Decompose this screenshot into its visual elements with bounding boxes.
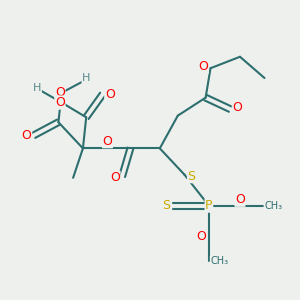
Text: O: O <box>105 88 115 101</box>
Text: S: S <box>162 199 170 212</box>
Text: S: S <box>188 170 196 183</box>
Text: P: P <box>205 199 213 212</box>
Text: O: O <box>110 171 120 184</box>
Text: O: O <box>22 129 32 142</box>
Text: O: O <box>55 96 65 109</box>
Text: CH₃: CH₃ <box>210 256 228 266</box>
Text: O: O <box>55 86 65 99</box>
Text: CH₃: CH₃ <box>264 201 282 211</box>
Text: H: H <box>82 73 90 83</box>
Text: H: H <box>33 83 41 93</box>
Text: O: O <box>103 135 112 148</box>
Text: O: O <box>232 101 242 114</box>
Text: O: O <box>196 230 206 243</box>
Text: O: O <box>198 60 208 73</box>
Text: O: O <box>235 193 245 206</box>
